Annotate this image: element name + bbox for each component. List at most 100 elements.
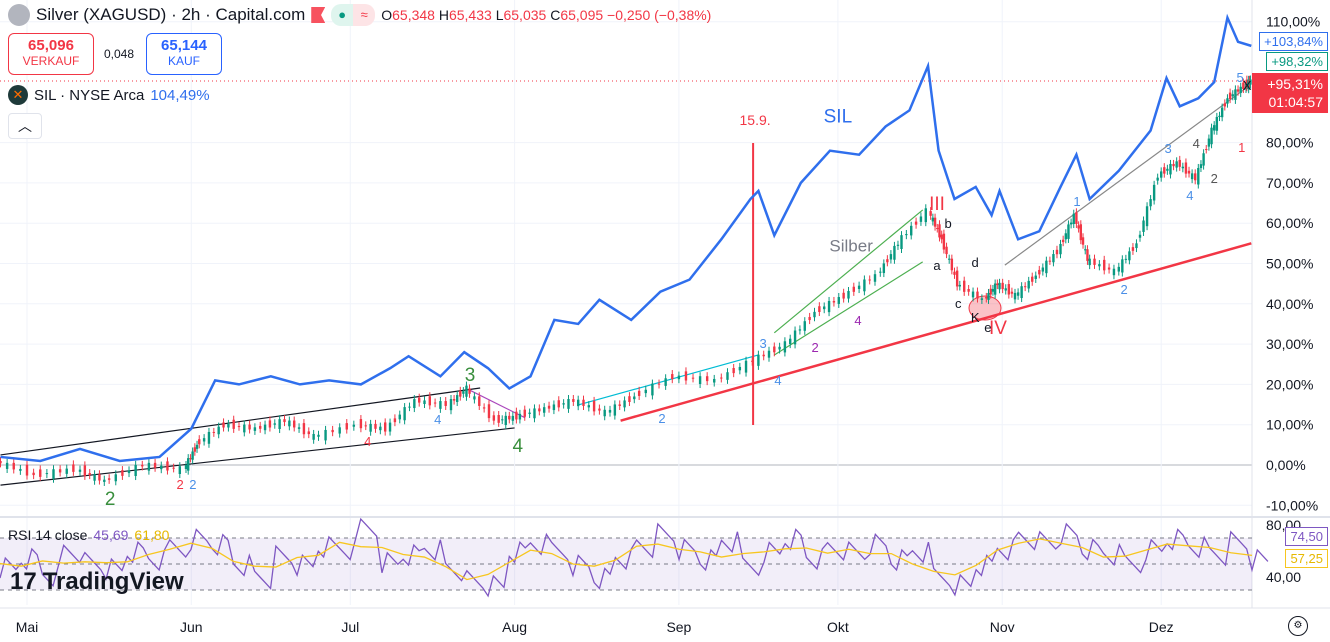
buy-button[interactable]: 65,144 KAUF: [146, 33, 222, 75]
candle: [433, 402, 437, 404]
candle: [1038, 269, 1041, 275]
candle: [587, 405, 590, 408]
candle: [900, 235, 903, 249]
candle: [1016, 292, 1020, 296]
candle: [933, 217, 937, 227]
candle: [940, 234, 943, 240]
settings-icon[interactable]: ⚙: [1288, 616, 1308, 636]
candle: [751, 360, 754, 362]
candle: [953, 271, 956, 275]
market-status[interactable]: ● ≈: [331, 4, 376, 26]
sil-line: [0, 13, 1252, 463]
candle: [603, 409, 606, 417]
candle: [1169, 163, 1172, 175]
candle: [198, 439, 201, 445]
candle: [5, 462, 9, 469]
candle: [88, 473, 91, 476]
collapse-legend-button[interactable]: ︿: [8, 113, 42, 139]
candle: [1142, 220, 1145, 232]
candle: [989, 288, 992, 295]
candle: [713, 378, 716, 383]
rsi-legend[interactable]: RSI 14 close 45,69 61,80: [8, 527, 170, 543]
candle: [393, 418, 397, 423]
candle: [482, 407, 486, 409]
current-price-label: +95,31% 01:04:57: [1252, 73, 1328, 113]
candle: [677, 375, 681, 380]
candle: [324, 429, 327, 441]
candle: [1027, 280, 1030, 289]
candle: [1152, 184, 1156, 201]
candle: [789, 338, 792, 345]
wave-label: 3: [465, 365, 476, 386]
compare-value: 104,49%: [150, 86, 210, 104]
candle: [637, 390, 641, 396]
wave-label: d: [972, 255, 979, 270]
candle: [1202, 153, 1205, 166]
candle: [958, 284, 961, 287]
symbol-title[interactable]: Silver (XAGUSD) · 2h · Capital.com: [36, 5, 306, 24]
candle: [52, 469, 55, 479]
wave-label: e: [984, 320, 991, 335]
candle: [364, 425, 367, 427]
x-tick-label: Mai: [16, 619, 39, 635]
y-tick-label: 70,00%: [1266, 175, 1313, 191]
candle: [212, 431, 216, 433]
candle: [207, 431, 211, 444]
candle: [985, 296, 988, 299]
candle: [657, 383, 661, 385]
candle: [1138, 234, 1142, 238]
candle: [184, 465, 188, 470]
candle: [462, 391, 465, 394]
candle: [948, 258, 951, 260]
candle: [905, 234, 908, 236]
candle: [473, 396, 476, 400]
candle: [991, 289, 995, 292]
candle: [178, 466, 182, 475]
candle: [187, 458, 190, 471]
candle: [1001, 282, 1004, 290]
candle: [698, 376, 702, 384]
candle: [263, 424, 267, 431]
candle: [423, 400, 426, 405]
candle: [232, 419, 235, 429]
candle: [842, 292, 845, 299]
candle: [1184, 162, 1188, 174]
wave-label: IV: [989, 318, 1007, 339]
candle: [1135, 243, 1138, 249]
silver-bars-icon: [8, 4, 30, 26]
wave-label: 4: [1193, 136, 1200, 151]
candle: [1081, 237, 1085, 245]
flag-icon[interactable]: [311, 7, 326, 23]
wave-label: III: [929, 194, 945, 215]
compare-legend[interactable]: ✕ SIL · NYSE Arca 104,49%: [8, 85, 210, 105]
candle: [1034, 275, 1037, 279]
candle: [1166, 168, 1169, 171]
candle: [25, 464, 29, 476]
candle: [1187, 170, 1191, 174]
candle: [455, 395, 459, 402]
candle: [273, 423, 276, 425]
x-tick-label: Dez: [1149, 619, 1174, 635]
candle: [628, 396, 631, 402]
candle: [1079, 224, 1083, 241]
candle: [1041, 267, 1045, 272]
candle: [929, 211, 932, 216]
candle: [1218, 115, 1221, 117]
y-tick-label: 20,00%: [1266, 376, 1313, 392]
wave-label: K: [971, 310, 980, 325]
rsi-value-label: 74,50: [1285, 527, 1328, 546]
candle: [1052, 254, 1055, 263]
candle: [444, 401, 447, 406]
tradingview-logo[interactable]: 17 TradingView: [10, 568, 184, 595]
sell-button[interactable]: 65,096 VERKAUF: [8, 33, 94, 75]
y-tick-label: 10,00%: [1266, 417, 1313, 433]
candle: [963, 280, 966, 292]
candle: [896, 244, 900, 246]
candle: [873, 274, 877, 282]
date-marker-label: 15.9.: [740, 112, 771, 128]
candle: [1245, 79, 1249, 88]
trend-line: [620, 242, 1252, 422]
candle: [684, 371, 688, 381]
candle: [1178, 159, 1181, 167]
